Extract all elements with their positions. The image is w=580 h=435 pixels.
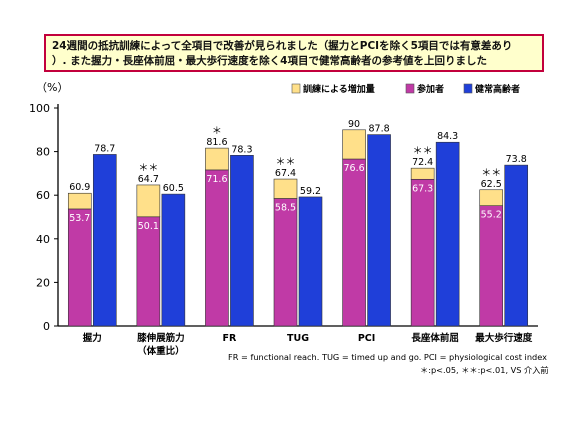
category-label: TUG bbox=[287, 333, 309, 344]
participant-value-label: 76.6 bbox=[343, 163, 364, 174]
summary-banner: 24週間の抵抗訓練によって全項目で改善が見られました（握力とPCIを除く5項目で… bbox=[44, 34, 544, 72]
bar-increase bbox=[205, 147, 229, 171]
category-label: 最大歩行速度 bbox=[475, 332, 533, 344]
category-label: 握力 bbox=[83, 332, 102, 344]
total-value-label: 72.4 bbox=[412, 157, 433, 168]
healthy-value-label: 73.8 bbox=[506, 154, 527, 165]
total-value-label: 62.5 bbox=[481, 179, 502, 190]
participant-value-label: 58.5 bbox=[275, 202, 296, 213]
significance-mark: ＊＊ bbox=[481, 168, 501, 179]
bar-participant bbox=[342, 158, 366, 327]
healthy-value-label: 78.7 bbox=[94, 143, 115, 154]
y-axis-label: （%） bbox=[36, 81, 68, 94]
legend-swatch-increase bbox=[291, 83, 301, 94]
healthy-value-label: 60.5 bbox=[163, 183, 184, 194]
bar-healthy bbox=[161, 193, 186, 327]
healthy-value-label: 78.3 bbox=[231, 144, 252, 155]
bar-increase bbox=[342, 129, 366, 160]
bar-participant bbox=[479, 205, 504, 327]
significance-mark: ＊＊ bbox=[276, 157, 296, 168]
category-label: PCI bbox=[358, 333, 375, 344]
y-tick-label: 60 bbox=[36, 189, 50, 202]
participant-value-label: 67.3 bbox=[412, 183, 433, 194]
bar-healthy bbox=[230, 155, 254, 327]
total-value-label: 90 bbox=[348, 119, 360, 130]
significance-mark: ＊＊ bbox=[138, 163, 158, 174]
participant-value-label: 55.2 bbox=[481, 210, 502, 221]
healthy-value-label: 84.3 bbox=[437, 131, 458, 142]
summary-line-2: ）. また握力・長座体前屈・最大歩行速度を除く4項目で健常高齢者の参考値を上回り… bbox=[52, 55, 487, 67]
bar-participant bbox=[410, 178, 435, 327]
total-value-label: 60.9 bbox=[69, 182, 90, 193]
y-tick-label: 0 bbox=[43, 320, 50, 333]
participant-value-label: 53.7 bbox=[69, 213, 90, 224]
legend-label-healthy: 健常高齢者 bbox=[475, 83, 520, 95]
bar-increase bbox=[273, 178, 298, 199]
footnote-significance: ＊:p<.05, ＊＊:p<.01, VS 介入前 bbox=[420, 365, 549, 375]
bar-healthy bbox=[298, 196, 323, 327]
bar-healthy bbox=[504, 164, 529, 327]
bar-healthy bbox=[367, 134, 391, 327]
bar-participant bbox=[273, 198, 298, 327]
total-value-label: 67.4 bbox=[275, 168, 296, 179]
footnote-abbreviations: FR = functional reach. TUG = timed up an… bbox=[228, 352, 547, 362]
participant-value-label: 50.1 bbox=[138, 221, 159, 232]
category-label: 膝伸展筋力 bbox=[137, 332, 185, 344]
bar-increase bbox=[410, 167, 435, 180]
y-tick-label: 40 bbox=[36, 233, 50, 246]
legend-swatch-healthy bbox=[463, 83, 473, 94]
legend-swatch-participant bbox=[405, 83, 415, 94]
bar-healthy bbox=[92, 154, 117, 327]
category-label: FR bbox=[223, 333, 237, 344]
significance-mark: ＊ bbox=[212, 126, 222, 137]
bar-increase bbox=[479, 189, 504, 206]
bar-healthy bbox=[435, 141, 460, 327]
bar-participant bbox=[136, 216, 161, 327]
total-value-label: 64.7 bbox=[138, 174, 159, 185]
significance-mark: ＊＊ bbox=[413, 146, 433, 157]
bar-increase bbox=[136, 184, 161, 218]
category-sublabel: （体重比） bbox=[137, 345, 185, 357]
bar-participant bbox=[205, 169, 229, 327]
total-value-label: 81.6 bbox=[206, 137, 227, 148]
legend-label-participant: 参加者 bbox=[417, 83, 444, 95]
bar-increase bbox=[67, 192, 92, 210]
healthy-value-label: 87.8 bbox=[368, 124, 389, 135]
y-tick-label: 20 bbox=[36, 276, 50, 289]
y-tick-label: 100 bbox=[29, 102, 50, 115]
summary-line-1: 24週間の抵抗訓練によって全項目で改善が見られました（握力とPCIを除く5項目で… bbox=[52, 40, 513, 52]
participant-value-label: 71.6 bbox=[206, 174, 227, 185]
healthy-value-label: 59.2 bbox=[300, 186, 321, 197]
category-label: 長座体前屈 bbox=[411, 332, 459, 344]
legend-label-increase: 訓練による増加量 bbox=[303, 83, 375, 95]
bar-participant bbox=[67, 208, 92, 327]
y-tick-label: 80 bbox=[36, 146, 50, 159]
